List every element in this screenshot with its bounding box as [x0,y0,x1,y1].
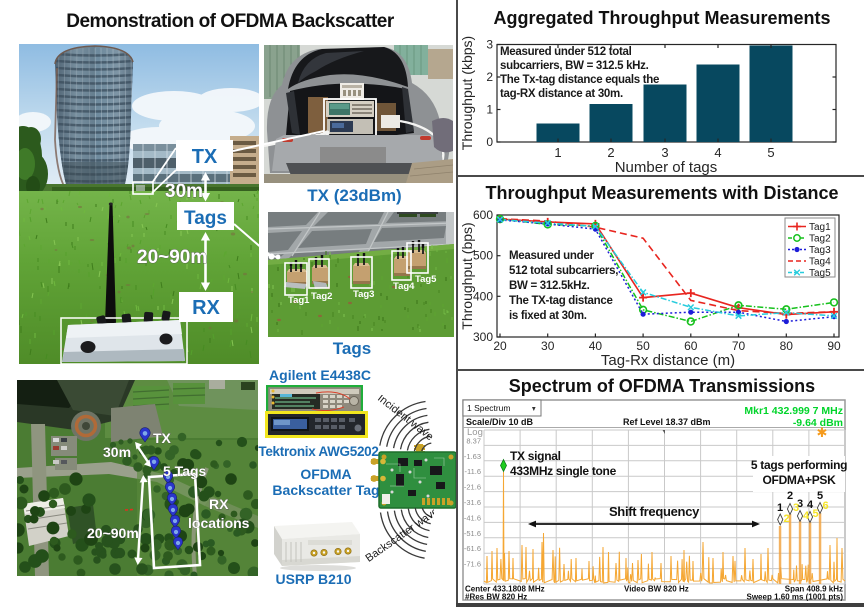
svg-text:BW = 312.5kHz.: BW = 312.5kHz. [509,280,590,292]
svg-text:Measured under: Measured under [509,250,594,262]
svg-text:-51.6: -51.6 [464,529,481,538]
svg-text:Tag-Rx distance (m): Tag-Rx distance (m) [601,352,735,369]
svg-text:512 total subcarriers,: 512 total subcarriers, [509,265,618,277]
svg-text:80: 80 [780,339,794,353]
svg-text:RX: RX [209,496,229,512]
svg-text:Shift frequency: Shift frequency [609,504,700,519]
svg-text:Mkr1 432.999 7 MHz: Mkr1 432.999 7 MHz [744,405,843,417]
svg-text:Sweep 1.60 ms (1001 pts): Sweep 1.60 ms (1001 pts) [747,593,844,602]
svg-text:3: 3 [486,38,493,52]
svg-text:Number of tags: Number of tags [615,159,718,175]
svg-text:Tag1: Tag1 [288,295,310,306]
svg-text:Span 408.9 kHz: Span 408.9 kHz [785,585,843,594]
svg-text:Throughput (kbps): Throughput (kbps) [459,36,475,150]
svg-text:#Res BW 820 Hz: #Res BW 820 Hz [465,593,527,602]
svg-text:Tags: Tags [184,208,227,229]
svg-text:-61.6: -61.6 [464,544,481,553]
svg-text:-9.64 dBm: -9.64 dBm [793,417,843,429]
svg-text:1 Spectrum: 1 Spectrum [467,403,510,413]
svg-text:2: 2 [607,145,614,160]
svg-text:1: 1 [486,103,493,117]
svg-text:20: 20 [493,339,507,353]
svg-text:-11.6: -11.6 [464,467,481,476]
svg-text:30: 30 [541,339,555,353]
svg-text:Tag1: Tag1 [809,222,831,233]
svg-text:2: 2 [787,490,793,502]
svg-text:OFDMA+PSK: OFDMA+PSK [763,473,837,487]
svg-text:0: 0 [486,135,493,149]
svg-text:Log: Log [467,427,483,438]
svg-text:3: 3 [793,502,799,514]
svg-text:60: 60 [684,339,698,353]
svg-text:locations: locations [188,515,250,531]
svg-text:4: 4 [803,510,810,522]
svg-text:Video BW 820 Hz: Video BW 820 Hz [624,585,689,594]
svg-text:5: 5 [817,490,823,502]
svg-text:Tag2: Tag2 [311,291,332,302]
svg-text:-21.6: -21.6 [464,483,481,492]
svg-text:The TX-tag distance: The TX-tag distance [509,295,613,307]
svg-text:Scale/Div 10 dB: Scale/Div 10 dB [466,417,534,427]
svg-text:-71.6: -71.6 [464,560,481,569]
svg-text:Tag2: Tag2 [809,234,831,245]
svg-text:6: 6 [822,500,828,512]
svg-text:90: 90 [827,339,841,353]
svg-text:4: 4 [807,499,814,511]
svg-text:-1.63: -1.63 [464,452,481,461]
svg-text:TX: TX [153,430,172,446]
svg-text:5: 5 [767,145,774,160]
svg-text:TX: TX [192,146,218,168]
svg-text:1: 1 [777,502,783,514]
svg-text:20~90m: 20~90m [137,247,207,268]
svg-text:3: 3 [797,498,803,510]
svg-text:3: 3 [661,145,668,160]
svg-text:5 tags performing: 5 tags performing [751,458,847,472]
svg-text:300: 300 [473,330,493,344]
svg-text:Tag3: Tag3 [353,289,374,300]
svg-text:2: 2 [486,70,493,84]
svg-text:8.37: 8.37 [466,436,481,445]
svg-text:4: 4 [714,145,721,160]
svg-text:RX: RX [192,297,220,319]
svg-text:subcarriers, BW = 312.5 kHz.: subcarriers, BW = 312.5 kHz. [500,60,649,72]
svg-text:Measured under 512 total: Measured under 512 total [500,46,632,58]
svg-text:70: 70 [732,339,746,353]
svg-text:The Tx-tag distance equals the: The Tx-tag distance equals the [500,74,659,86]
svg-text:Incident wave: Incident wave [375,395,434,443]
svg-text:Tag4: Tag4 [393,281,415,292]
svg-text:Ref Level 18.37 dBm: Ref Level 18.37 dBm [623,417,711,427]
svg-text:Tag5: Tag5 [809,268,831,279]
svg-text:40: 40 [589,339,603,353]
svg-text:2: 2 [783,513,789,525]
svg-text:-31.6: -31.6 [464,498,481,507]
svg-text:5: 5 [813,508,819,520]
svg-text:400: 400 [473,289,493,303]
svg-text:5 Tags: 5 Tags [163,463,207,479]
svg-text:30m: 30m [103,444,131,460]
svg-text:433MHz single tone: 433MHz single tone [510,464,617,478]
svg-text:500: 500 [473,249,493,263]
svg-text:TX signal: TX signal [510,449,561,463]
svg-text:Center 433.1808 MHz: Center 433.1808 MHz [465,585,545,594]
svg-text:Throughput (bps): Throughput (bps) [459,222,475,329]
svg-text:✱: ✱ [817,425,828,440]
svg-text:is fixed at 30m.: is fixed at 30m. [509,310,587,322]
svg-text:tag-RX distance at 30m.: tag-RX distance at 30m. [500,88,623,100]
svg-text:30m: 30m [165,181,203,202]
svg-text:Tag4: Tag4 [809,257,831,268]
svg-text:50: 50 [636,339,650,353]
svg-text:Tag5: Tag5 [415,274,437,285]
svg-text:1: 1 [554,145,561,160]
svg-text:-41.6: -41.6 [464,513,481,522]
svg-text:Tag3: Tag3 [809,245,831,256]
svg-text:20~90m: 20~90m [87,525,139,541]
svg-text:600: 600 [473,208,493,222]
